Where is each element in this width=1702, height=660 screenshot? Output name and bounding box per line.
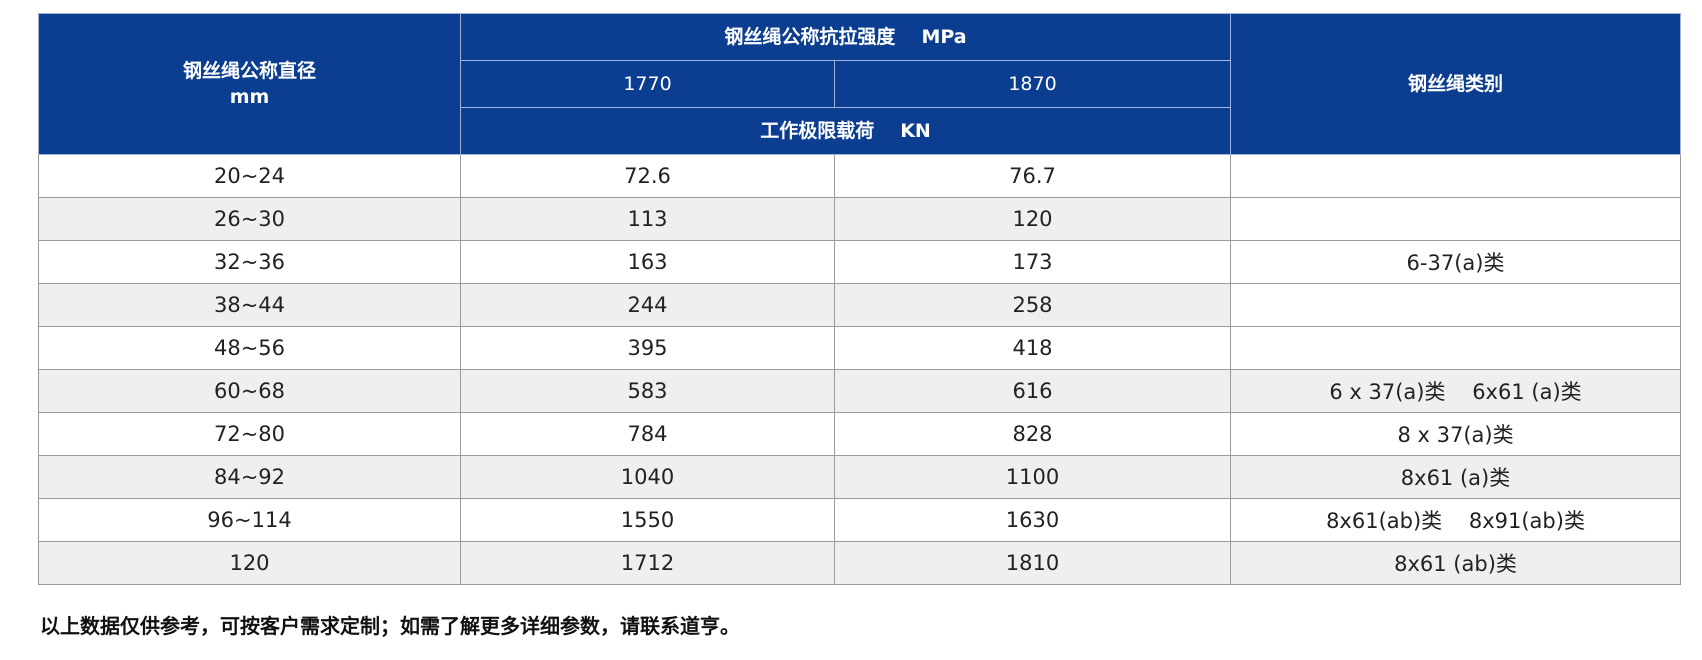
cell-load-1770: 1712 <box>460 541 835 585</box>
cell-load-1870: 1100 <box>833 455 1232 499</box>
cell-type: 6-37(a)类 <box>1230 240 1682 284</box>
table-row: 32~36 163 173 6-37(a)类 <box>38 240 1682 284</box>
table-row: 96~114 1550 1630 8x61(ab)类 8x91(ab)类 <box>38 498 1682 542</box>
cell-type: 8x61 (ab)类 <box>1230 541 1682 585</box>
cell-diameter: 38~44 <box>38 283 461 327</box>
cell-type: 6 x 37(a)类 6x61 (a)类 <box>1230 369 1682 413</box>
header-load-label: 工作极限载荷 <box>760 120 875 142</box>
header-strength-label: 钢丝绳公称抗拉强度 <box>724 26 896 48</box>
header-load-unit: KN <box>900 120 931 142</box>
cell-load-1870: 1630 <box>833 498 1232 542</box>
cell-load-1870: 828 <box>833 412 1232 456</box>
cell-load-1870: 1810 <box>833 541 1232 585</box>
table-row: 84~92 1040 1100 8x61 (a)类 <box>38 455 1682 499</box>
cell-load-1870: 120 <box>833 197 1232 241</box>
cell-diameter: 120 <box>38 541 461 585</box>
cell-load-1770: 163 <box>460 240 835 284</box>
cell-type: 8x61(ab)类 8x91(ab)类 <box>1230 498 1682 542</box>
table-row: 38~44 244 258 <box>38 283 1682 327</box>
cell-type: 8 x 37(a)类 <box>1230 412 1682 456</box>
cell-diameter: 32~36 <box>38 240 461 284</box>
header-strength-unit: MPa <box>921 26 967 48</box>
header-strength-1770: 1770 <box>460 60 835 108</box>
cell-load-1870: 173 <box>833 240 1232 284</box>
cell-diameter: 20~24 <box>38 154 461 198</box>
cell-diameter: 72~80 <box>38 412 461 456</box>
cell-diameter: 60~68 <box>38 369 461 413</box>
table-row: 20~24 72.6 76.7 <box>38 154 1682 198</box>
header-diameter-label: 钢丝绳公称直径 <box>182 60 316 82</box>
cell-diameter: 96~114 <box>38 498 461 542</box>
cell-load-1870: 418 <box>833 326 1232 370</box>
cell-diameter: 26~30 <box>38 197 461 241</box>
cell-load-1770: 1550 <box>460 498 835 542</box>
table-row: 120 1712 1810 8x61 (ab)类 <box>38 541 1682 585</box>
cell-load-1870: 616 <box>833 369 1232 413</box>
cell-diameter: 48~56 <box>38 326 461 370</box>
table-row: 72~80 784 828 8 x 37(a)类 <box>38 412 1682 456</box>
header-diameter: 钢丝绳公称直径 mm <box>38 13 461 155</box>
cell-load-1770: 72.6 <box>460 154 835 198</box>
cell-type <box>1230 197 1682 241</box>
cell-load-1770: 784 <box>460 412 835 456</box>
cell-load-1770: 583 <box>460 369 835 413</box>
cell-type: 8x61 (a)类 <box>1230 455 1682 499</box>
wire-rope-table-container: 钢丝绳公称直径 mm 钢丝绳公称抗拉强度 MPa 钢丝绳类别 1770 1870 … <box>38 13 1682 585</box>
header-load: 工作极限载荷 KN <box>459 107 1232 155</box>
cell-diameter: 84~92 <box>38 455 461 499</box>
cell-load-1770: 113 <box>460 197 835 241</box>
cell-load-1770: 244 <box>460 283 835 327</box>
wire-rope-spec-table: 钢丝绳公称直径 mm 钢丝绳公称抗拉强度 MPa 钢丝绳类别 1770 1870 … <box>38 13 1682 585</box>
table-row: 60~68 583 616 6 x 37(a)类 6x61 (a)类 <box>38 369 1682 413</box>
cell-load-1870: 258 <box>833 283 1232 327</box>
cell-type <box>1230 154 1682 198</box>
cell-type <box>1230 283 1682 327</box>
table-row: 48~56 395 418 <box>38 326 1682 370</box>
header-type: 钢丝绳类别 <box>1230 13 1682 155</box>
cell-load-1770: 1040 <box>460 455 835 499</box>
header-strength: 钢丝绳公称抗拉强度 MPa <box>459 13 1232 61</box>
cell-load-1770: 395 <box>460 326 835 370</box>
header-strength-1870: 1870 <box>833 60 1232 108</box>
footnote: 以上数据仅供参考，可按客户需求定制；如需了解更多详细参数，请联系道亨。 <box>40 614 740 638</box>
header-diameter-unit: mm <box>229 86 270 108</box>
table-row: 26~30 113 120 <box>38 197 1682 241</box>
cell-load-1870: 76.7 <box>833 154 1232 198</box>
cell-type <box>1230 326 1682 370</box>
